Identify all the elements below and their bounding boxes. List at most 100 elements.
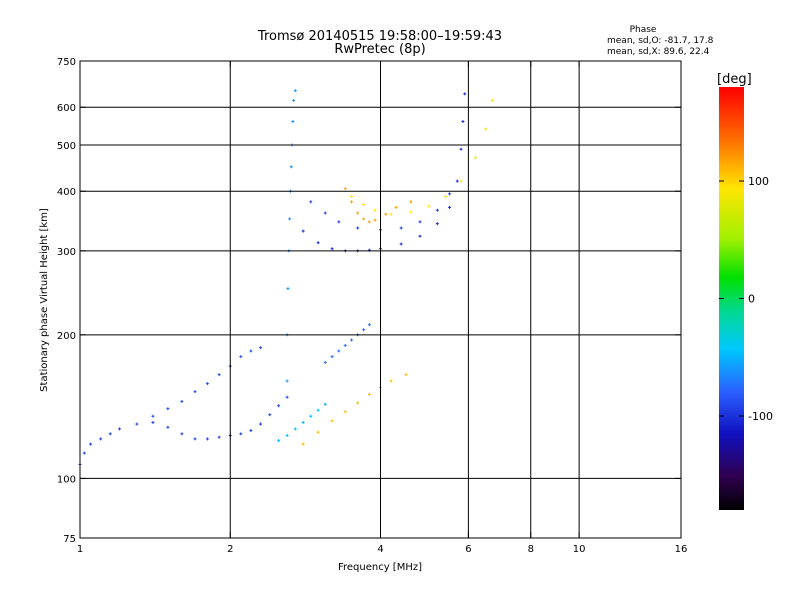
scatter-point [460, 147, 462, 151]
scatter-point [400, 242, 402, 246]
y-tick-label: 600 [57, 103, 76, 114]
phase-stats-x-mode: mean, sd,X: 89.6, 22.4 [607, 47, 710, 57]
scatter-point [331, 419, 333, 423]
y-tick-label: 200 [57, 331, 76, 342]
scatter-point [400, 226, 402, 230]
scatter-point [289, 217, 291, 221]
trace [343, 187, 413, 224]
scatter-point [449, 205, 451, 209]
scatter-points [78, 89, 494, 466]
scatter-point [363, 328, 365, 332]
scatter-point [363, 203, 365, 207]
x-tick-labels: 1 2 4 6 8 10 16 [77, 544, 688, 555]
scatter-point [310, 414, 312, 418]
scatter-point [100, 437, 102, 441]
trace [78, 395, 289, 466]
scatter-point [324, 211, 326, 215]
scatter-point [181, 432, 183, 436]
scatter-point [287, 287, 289, 291]
scatter-point [317, 408, 319, 412]
y-tick-labels: 75 100 200 300 400 500 600 750 [57, 57, 76, 545]
header: Tromsø 20140515 19:58:00–19:59:43 RwPret… [257, 29, 502, 57]
scatter-point [83, 451, 85, 455]
scatter-point [317, 241, 319, 245]
phase-stats-o-mode: mean, sd,O: -81.7, 17.8 [607, 36, 714, 46]
scatter-point [167, 407, 169, 411]
scatter-point [293, 98, 295, 102]
scatter-point [136, 422, 138, 426]
scatter-point [324, 360, 326, 364]
scatter-point [344, 410, 346, 414]
x-tick-label: 2 [227, 544, 233, 555]
scatter-point [374, 218, 376, 222]
trace [277, 402, 327, 443]
scatter-point [286, 395, 288, 399]
scatter-point [456, 179, 458, 183]
scatter-point [294, 89, 296, 93]
scatter-point [269, 413, 271, 417]
scatter-point [206, 437, 208, 441]
trace [323, 323, 371, 364]
scatter-point [351, 200, 353, 204]
grid-lines [80, 61, 681, 538]
scatter-point [181, 399, 183, 403]
scatter-point [317, 430, 319, 434]
scatter-point [405, 373, 407, 377]
scatter-point [357, 226, 359, 230]
phase-stats-block: Phase mean, sd,O: -81.7, 17.8 mean, sd,X… [607, 25, 714, 57]
scatter-point [278, 404, 280, 408]
x-tick-label: 16 [675, 544, 688, 555]
colorbar-tick-label: 0 [748, 293, 755, 306]
x-tick-label: 4 [377, 544, 383, 555]
colorbar-tick-label: -100 [748, 410, 773, 423]
scatter-point [368, 323, 370, 327]
chart-title: Tromsø 20140515 19:58:00–19:59:43 [257, 29, 502, 44]
scatter-point [286, 379, 288, 383]
x-tick-label: 10 [573, 544, 586, 555]
scatter-point [368, 392, 370, 396]
trace [285, 89, 297, 383]
scatter-point [260, 346, 262, 350]
scatter-point [294, 427, 296, 431]
x-tick-label: 8 [528, 544, 534, 555]
scatter-point [302, 229, 304, 233]
scatter-point [419, 220, 421, 224]
scatter-point [302, 420, 304, 424]
chart-subtitle: RwPretec (8p) [334, 42, 425, 57]
scatter-point [390, 379, 392, 383]
y-tick-label: 300 [57, 247, 76, 258]
scatter-point [419, 234, 421, 238]
scatter-point [260, 422, 262, 426]
scatter-point [445, 194, 447, 198]
scatter-point [206, 382, 208, 386]
scatter-point [90, 442, 92, 446]
colorbar-ticks: 100 0 -100 [719, 175, 773, 423]
scatter-point [410, 210, 412, 214]
scatter-point [302, 442, 304, 446]
scatter-point [218, 435, 220, 439]
scatter-point [491, 98, 493, 102]
scatter-point [428, 204, 430, 208]
scatter-point [374, 208, 376, 212]
scatter-point [357, 401, 359, 405]
scatter-point [395, 205, 397, 209]
scatter-point [286, 434, 288, 438]
scatter-point [194, 437, 196, 441]
scatter-point [331, 355, 333, 359]
scatter-point [194, 390, 196, 394]
scatter-point [344, 187, 346, 191]
scatter-point [324, 402, 326, 406]
scatter-point [278, 439, 280, 443]
scatter-point [368, 220, 370, 224]
scatter-point [331, 247, 333, 251]
scatter-point [363, 217, 365, 221]
scatter-point [385, 212, 387, 216]
trace [151, 346, 263, 418]
scatter-point [250, 429, 252, 433]
scatter-point [351, 194, 353, 198]
scatter-point [460, 179, 462, 183]
trace [301, 92, 467, 253]
trace [350, 98, 494, 216]
colorbar-unit-label: [deg] [717, 72, 752, 87]
y-tick-label: 750 [57, 57, 76, 68]
